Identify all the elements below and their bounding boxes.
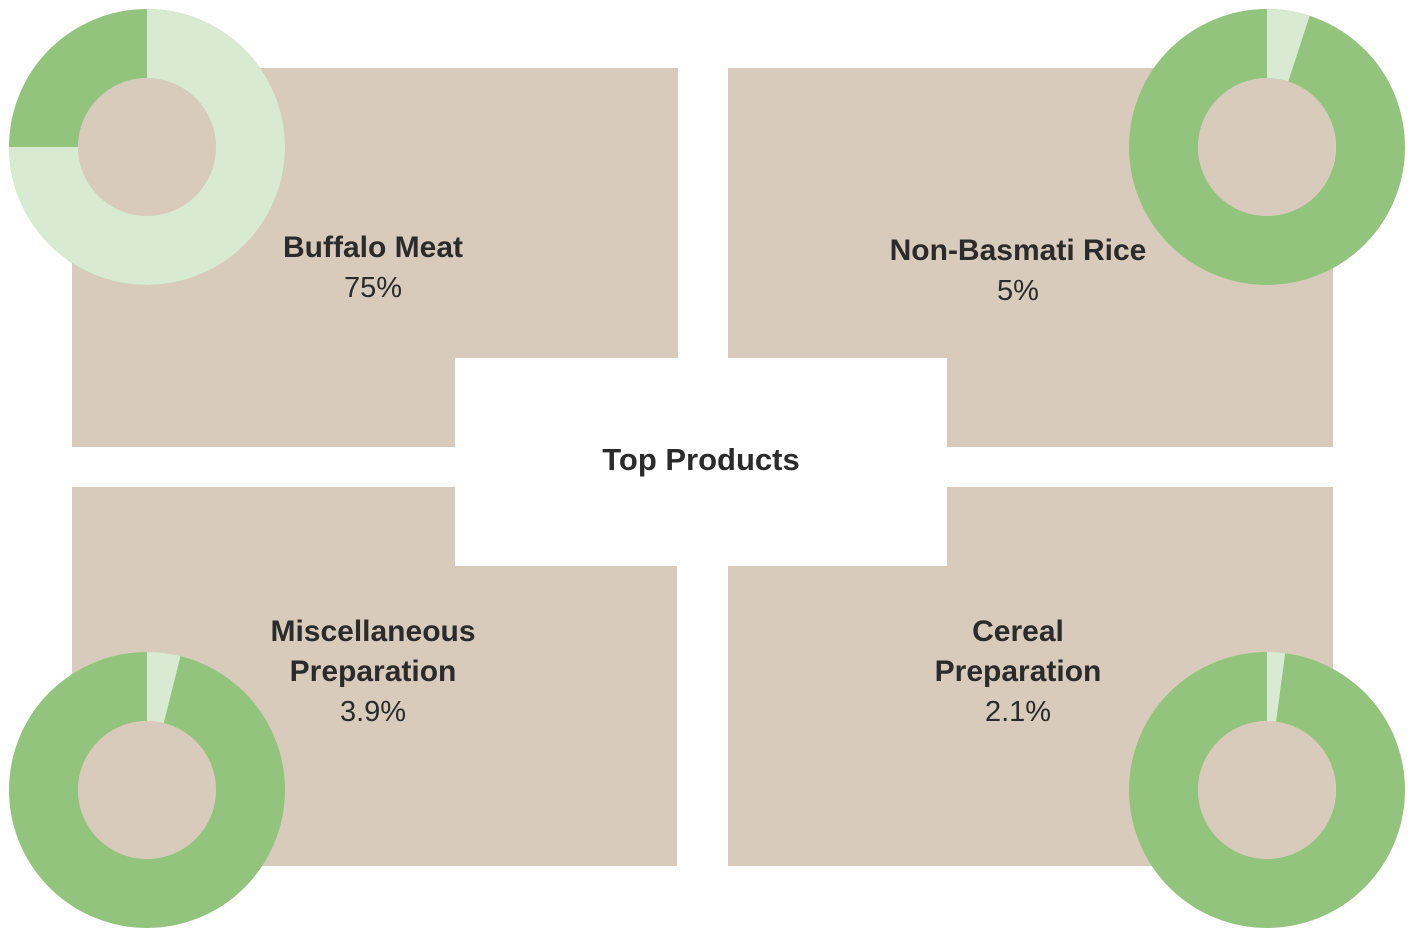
donut-slice xyxy=(9,9,285,285)
donut-slice xyxy=(1266,652,1286,722)
donut-value-label: 2.1% xyxy=(984,696,1052,728)
donut-label: Cereal Preparation 2.1% xyxy=(888,532,1148,732)
donut-label: Miscellaneous Preparation 3.9% xyxy=(243,532,503,732)
main-title: Top Products xyxy=(602,442,800,477)
donut-slice xyxy=(1265,9,1310,82)
donut-label: Non-Basmati Rice 5% xyxy=(888,111,1148,311)
donut-hole xyxy=(78,721,216,859)
center-box xyxy=(455,358,947,566)
donut-title: Cereal Preparation xyxy=(934,615,1102,688)
donut-hole xyxy=(78,78,216,216)
donut-label: Buffalo Meat 75% xyxy=(243,108,503,308)
donut-hole xyxy=(1198,78,1336,216)
donut-value-label: 75% xyxy=(343,272,403,304)
donut-value-label: 3.9% xyxy=(339,696,407,728)
donut-hole xyxy=(1198,721,1336,859)
donut-slice xyxy=(145,652,181,724)
donut-title: Buffalo Meat xyxy=(283,231,463,264)
donut-title: Non-Basmati Rice xyxy=(889,234,1147,267)
donut-title: Miscellaneous Preparation xyxy=(270,615,476,688)
donut-value-label: 5% xyxy=(997,275,1039,307)
